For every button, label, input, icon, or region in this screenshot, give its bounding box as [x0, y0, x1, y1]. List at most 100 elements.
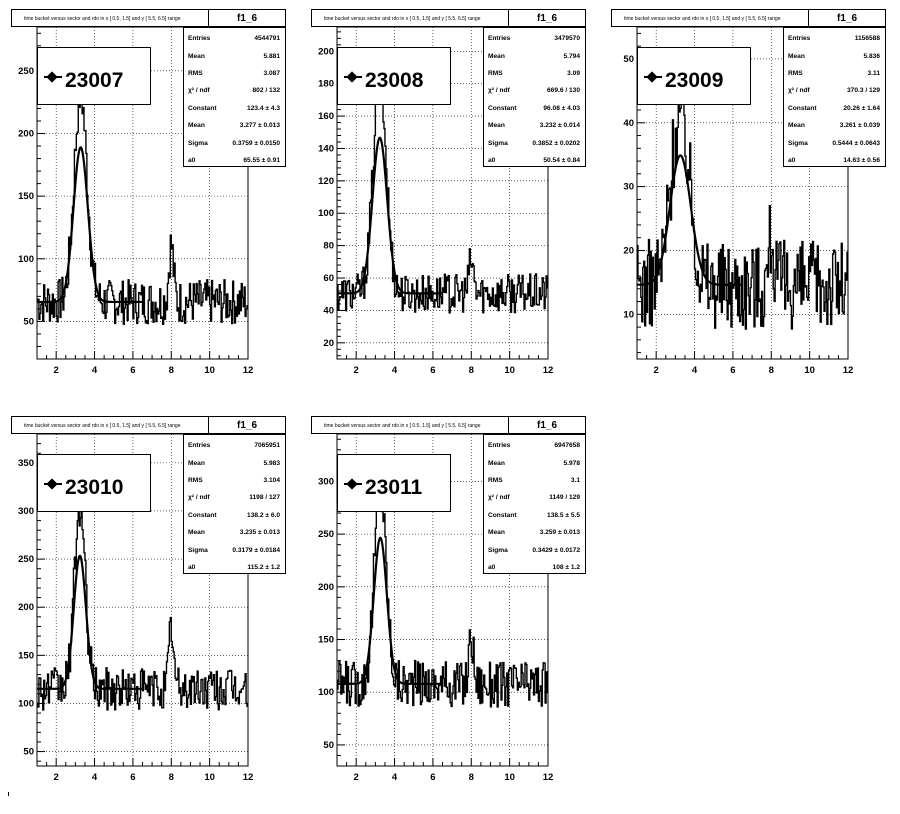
y-tick-label: 120 [318, 176, 334, 187]
y-tick-label: 250 [18, 554, 34, 565]
stat-label: Entries [488, 442, 511, 450]
stat-label: χ² / ndf [488, 494, 510, 502]
x-tick-label: 4 [92, 772, 98, 783]
stat-label: Mean [188, 459, 205, 467]
stats-box: Entries 6947658 Mean 5.978 RMS 3.1 χ² / ndf… [483, 434, 586, 574]
stat-row: Mean 5.978 [484, 454, 585, 471]
y-tick-label: 300 [18, 506, 34, 517]
y-tick-label: 100 [318, 687, 334, 698]
stat-row: RMS 3.11 [784, 65, 885, 82]
stat-label: RMS [188, 69, 203, 77]
y-tick-label: 100 [18, 254, 34, 265]
stat-label: Entries [188, 35, 211, 43]
stat-value: 5.836 [863, 52, 880, 60]
stat-label: Constant [188, 104, 217, 112]
y-tick-label: 160 [318, 111, 334, 122]
y-tick-label: 200 [318, 46, 334, 57]
stat-row: Mean 3.277 ± 0.013 [184, 117, 285, 134]
histogram-series [337, 68, 548, 314]
stat-value: 0.3852 ± 0.0202 [532, 139, 580, 147]
x-tick-label: 4 [92, 365, 98, 376]
x-tick-label: 2 [354, 772, 359, 783]
x-tick-label: 12 [843, 365, 854, 376]
stat-label: a0 [488, 563, 496, 571]
fit-curve [37, 554, 143, 690]
stat-row: RMS 3.09 [484, 65, 585, 82]
y-tick-label: 350 [18, 458, 34, 469]
histogram-pad: 2 4 6 8 10 12 10 20 30 40 50 time bucket versus se… [600, 0, 900, 407]
x-tick-label: 10 [504, 365, 515, 376]
stats-box: Entries 1156588 Mean 5.836 RMS 3.11 χ² / nd… [783, 27, 886, 167]
stat-row: χ² / ndf 370.3 / 129 [784, 82, 885, 99]
stat-row: Sigma 0.3759 ± 0.0150 [184, 134, 285, 151]
x-tick-label: 12 [243, 772, 254, 783]
histogram-title: time bucket versus sector and rdo in x [… [311, 9, 509, 27]
diamond-marker-icon [346, 478, 358, 490]
histogram-pad: 2 4 6 8 10 12 50 100 150 200 250 300 350 time bucket… [0, 407, 300, 814]
stat-row: Mean 5.836 [784, 47, 885, 64]
stats-box: Entries 4544791 Mean 5.881 RMS 3.087 χ² / n… [183, 27, 286, 167]
stat-value: 5.983 [263, 459, 280, 467]
x-tick-label: 12 [543, 365, 554, 376]
x-tick-label: 10 [504, 772, 515, 783]
stat-row: Constant 138.2 ± 6.0 [184, 507, 285, 524]
y-tick-label: 80 [323, 241, 334, 252]
legend-label: 23009 [665, 69, 724, 92]
y-tick-label: 250 [318, 529, 334, 540]
stat-value: 123.4 ± 4.3 [247, 104, 280, 112]
stat-row: χ² / ndf 1198 / 127 [184, 489, 285, 506]
stat-label: Mean [788, 122, 805, 130]
x-tick-label: 8 [469, 365, 474, 376]
y-tick-label: 140 [318, 143, 334, 154]
stat-row: Constant 123.4 ± 4.3 [184, 100, 285, 117]
y-tick-label: 200 [18, 602, 34, 613]
stat-label: Constant [788, 104, 817, 112]
stat-row: Sigma 0.3179 ± 0.0184 [184, 541, 285, 558]
stat-label: Mean [188, 52, 205, 60]
stat-value: 3.087 [263, 69, 280, 77]
stat-row: a0 14.63 ± 0.56 [784, 152, 885, 169]
y-tick-label: 250 [18, 66, 34, 77]
legend-label: 23010 [65, 476, 124, 499]
x-tick-label: 8 [169, 365, 174, 376]
y-tick-label: 150 [18, 191, 34, 202]
x-tick-label: 2 [354, 365, 359, 376]
stat-row: Constant 138.5 ± 5.5 [484, 507, 585, 524]
function-name: f1_6 [209, 416, 286, 434]
stat-label: Sigma [488, 546, 508, 554]
stat-value: 138.2 ± 6.0 [247, 511, 280, 519]
y-tick-label: 40 [323, 305, 334, 316]
stat-label: RMS [188, 476, 203, 484]
stat-row: Sigma 0.5444 ± 0.0643 [784, 134, 885, 151]
stat-label: Constant [188, 511, 217, 519]
stat-value: 0.3179 ± 0.0184 [232, 546, 280, 554]
histogram-title: time bucket versus sector and rdo in x [… [611, 9, 809, 27]
stat-value: 6947658 [554, 442, 580, 450]
x-tick-label: 4 [392, 365, 398, 376]
stat-row: Entries 7065951 [184, 437, 285, 454]
stats-box: Entries 7065951 Mean 5.983 RMS 3.104 χ² / n… [183, 434, 286, 574]
stat-row: a0 115.2 ± 1.2 [184, 559, 285, 576]
histogram-pad: 2 4 6 8 10 12 50 100 150 200 250 300 time bucket ve… [300, 407, 600, 814]
stat-value: 20.26 ± 1.64 [843, 104, 880, 112]
y-tick-label: 50 [23, 316, 34, 327]
x-tick-label: 2 [54, 365, 59, 376]
x-tick-label: 4 [392, 772, 398, 783]
y-tick-label: 60 [323, 273, 334, 284]
fit-curve [37, 146, 143, 304]
histogram-title: time bucket versus sector and rdo in x [… [11, 416, 209, 434]
stat-value: 50.54 ± 0.84 [543, 156, 580, 164]
stat-label: Entries [788, 35, 811, 43]
stat-row: Entries 4544791 [184, 30, 285, 47]
stat-label: Mean [188, 122, 205, 130]
stat-label: Entries [188, 442, 211, 450]
stat-label: Sigma [188, 546, 208, 554]
stat-row: χ² / ndf 1149 / 129 [484, 489, 585, 506]
stat-value: 3.261 ± 0.039 [839, 122, 880, 130]
stat-value: 3.235 ± 0.013 [239, 529, 280, 537]
stat-label: a0 [188, 156, 196, 164]
histogram-pad: 2 4 6 8 10 12 20 40 60 80 100 120 140 160 180 200 time … [300, 0, 600, 407]
histogram-title: time bucket versus sector and rdo in x [… [311, 416, 509, 434]
stat-row: a0 50.54 ± 0.84 [484, 152, 585, 169]
stat-row: Mean 5.794 [484, 47, 585, 64]
